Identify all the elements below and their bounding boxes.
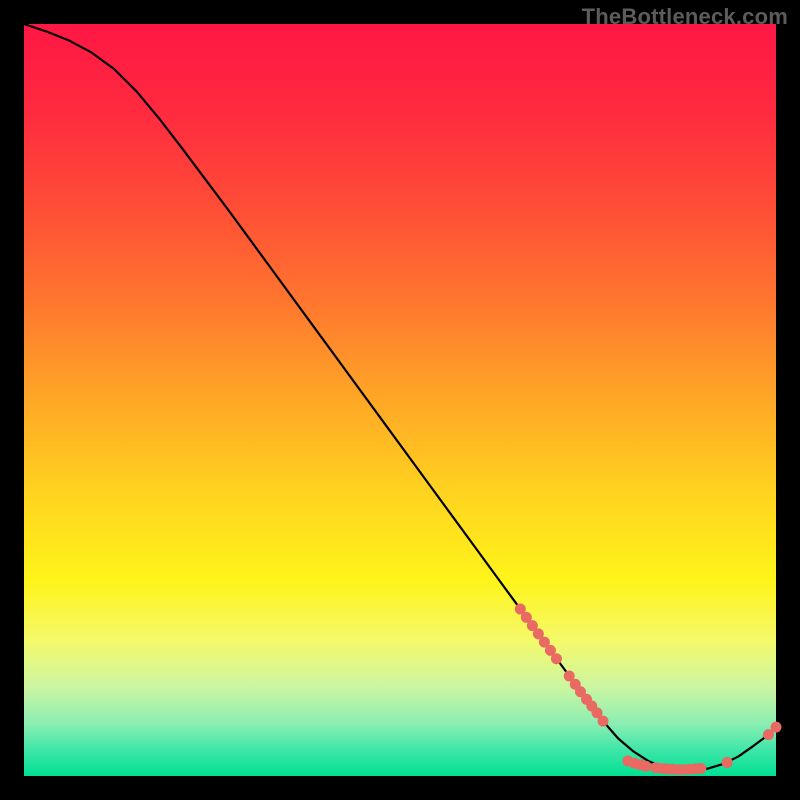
- watermark-text: TheBottleneck.com: [582, 4, 788, 30]
- data-marker: [551, 653, 562, 664]
- data-marker: [771, 722, 782, 733]
- chart-canvas: TheBottleneck.com: [0, 0, 800, 800]
- bottleneck-chart-svg: [0, 0, 800, 800]
- plot-background: [24, 24, 776, 776]
- data-marker: [722, 757, 733, 768]
- data-marker: [598, 716, 609, 727]
- data-marker: [695, 763, 706, 774]
- data-marker: [640, 761, 651, 772]
